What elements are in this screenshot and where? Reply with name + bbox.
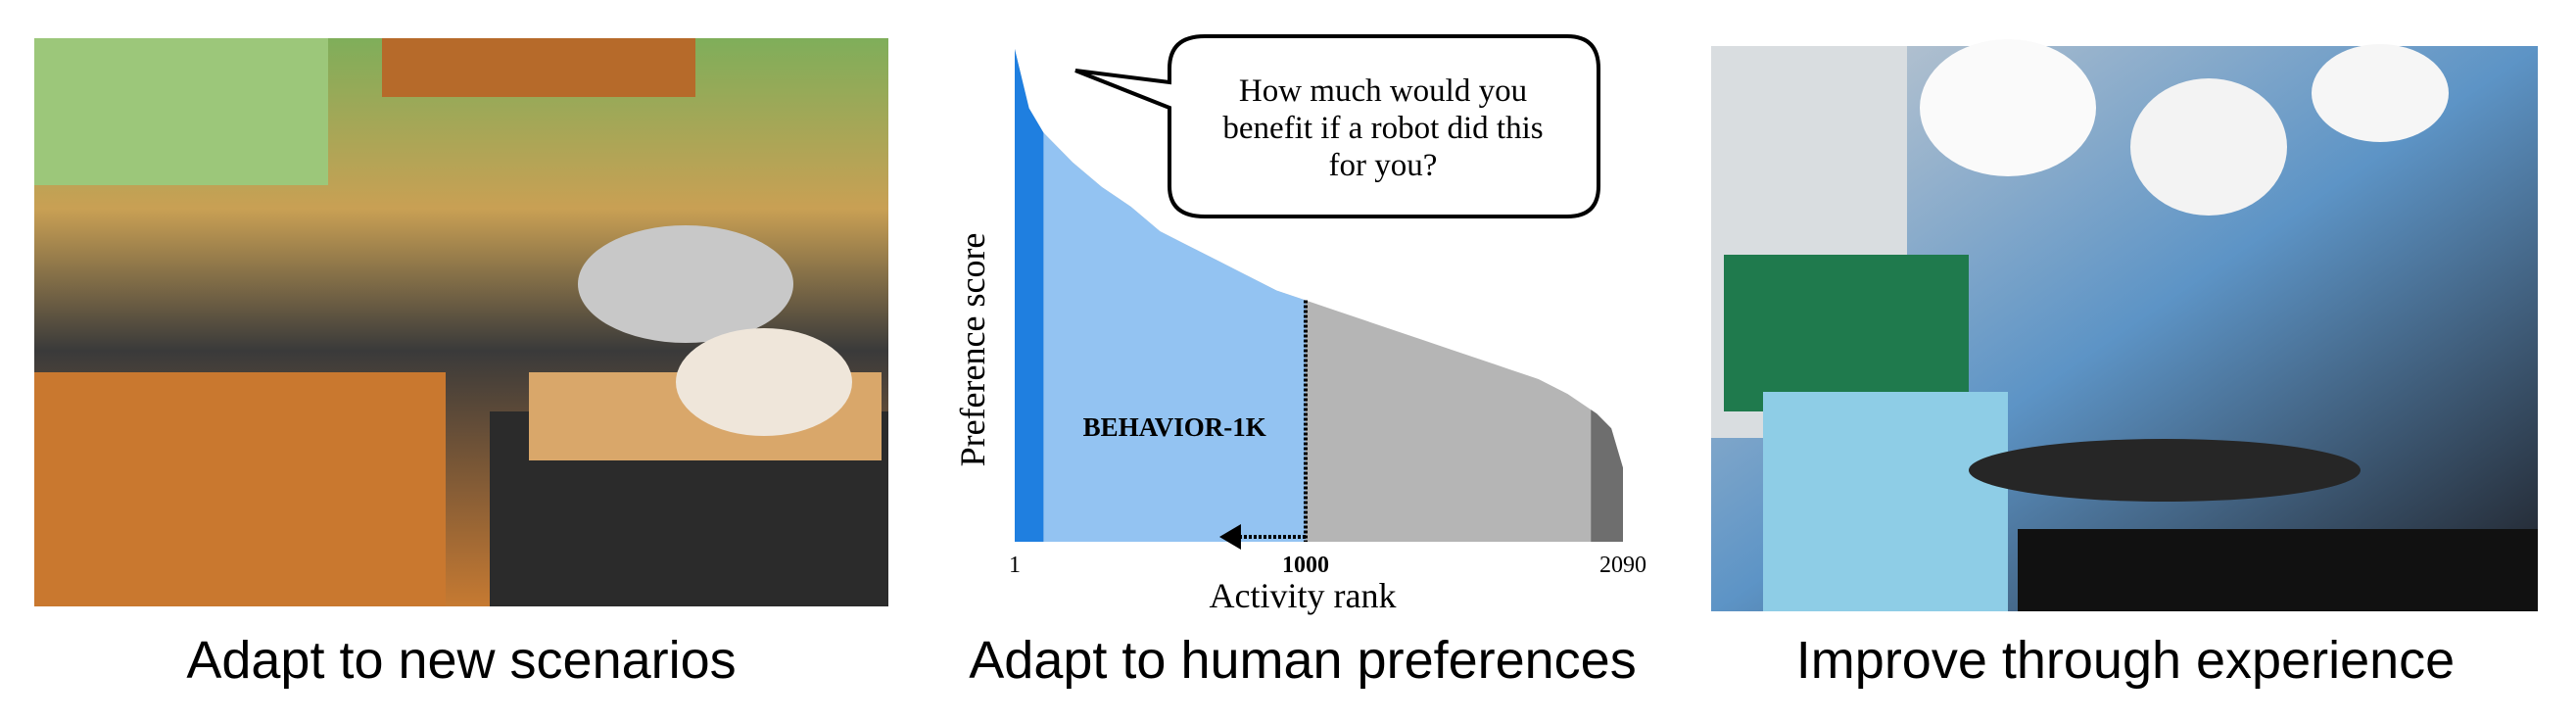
x-tick-label: 1 — [1009, 553, 1021, 578]
arrow-head — [1218, 524, 1241, 550]
region — [1015, 49, 1044, 542]
x-axis-label: Activity rank — [1210, 576, 1397, 615]
photo-kitchen — [34, 38, 888, 606]
caption: Improve through experience — [1796, 631, 2455, 690]
photo-children-cooking — [1711, 39, 2538, 611]
speech-line: How much would you — [1239, 73, 1527, 109]
caption: Adapt to human preferences — [969, 631, 1636, 690]
speech-line: for you? — [1329, 148, 1438, 183]
x-tick-label: 2090 — [1599, 553, 1646, 578]
caption: Adapt to new scenarios — [186, 631, 736, 690]
speech-bubble — [1074, 34, 1600, 218]
x-tick-label: 1000 — [1282, 553, 1329, 578]
y-axis-label: Preference score — [953, 233, 992, 467]
speech-line: benefit if a robot did this — [1222, 111, 1543, 146]
region-label: BEHAVIOR-1K — [1083, 412, 1266, 442]
